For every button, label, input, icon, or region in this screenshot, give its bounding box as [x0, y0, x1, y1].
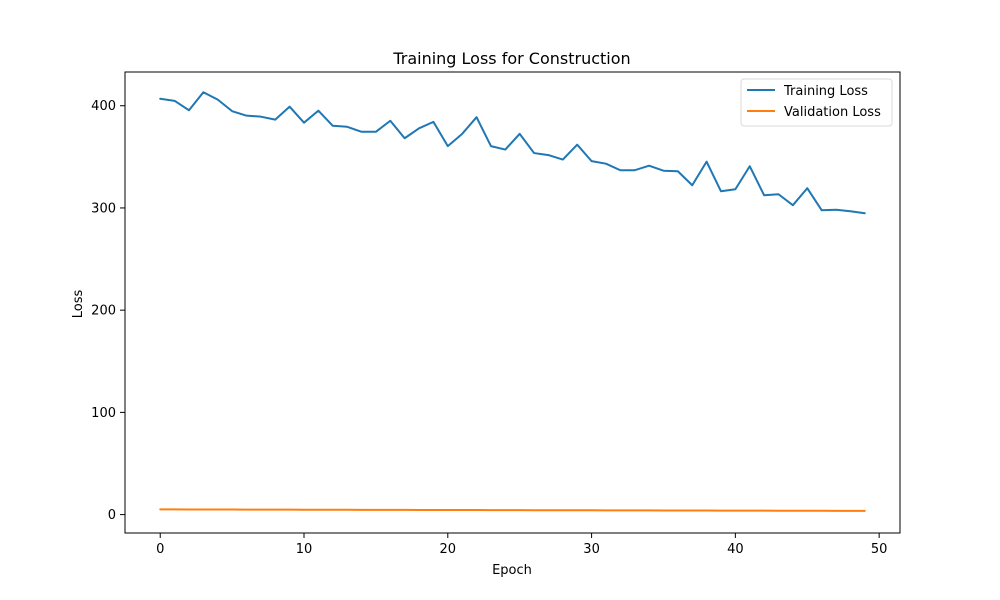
y-tick-label-100: 100 — [91, 406, 116, 421]
x-tick-label-20: 20 — [440, 542, 457, 557]
legend-label-validation-loss: Validation Loss — [784, 105, 881, 120]
y-tick-label-0: 0 — [108, 508, 116, 523]
y-tick-label-300: 300 — [91, 201, 116, 216]
axes-group: 0 10 20 30 40 50 0 100 200 300 400 — [91, 71, 901, 557]
x-tick-label-40: 40 — [727, 542, 744, 557]
x-tick-label-50: 50 — [871, 542, 888, 557]
plot-frame — [124, 71, 901, 534]
y-tick-label-400: 400 — [91, 99, 116, 114]
x-tick-label-30: 30 — [583, 542, 600, 557]
y-tick-label-200: 200 — [91, 304, 116, 319]
x-tick-label-10: 10 — [296, 542, 313, 557]
series-line-validation-loss — [159, 508, 866, 512]
y-axis-label: Loss — [71, 290, 86, 319]
chart-title: Training Loss for Construction — [392, 49, 630, 68]
legend-box — [740, 78, 893, 127]
legend-label-training-loss: Training Loss — [783, 84, 868, 99]
plot-area — [159, 91, 866, 512]
x-tick-label-0: 0 — [156, 542, 164, 557]
legend: Training Loss Validation Loss — [740, 78, 893, 127]
x-axis-label: Epoch — [492, 563, 532, 578]
series-line-training-loss — [159, 91, 866, 215]
